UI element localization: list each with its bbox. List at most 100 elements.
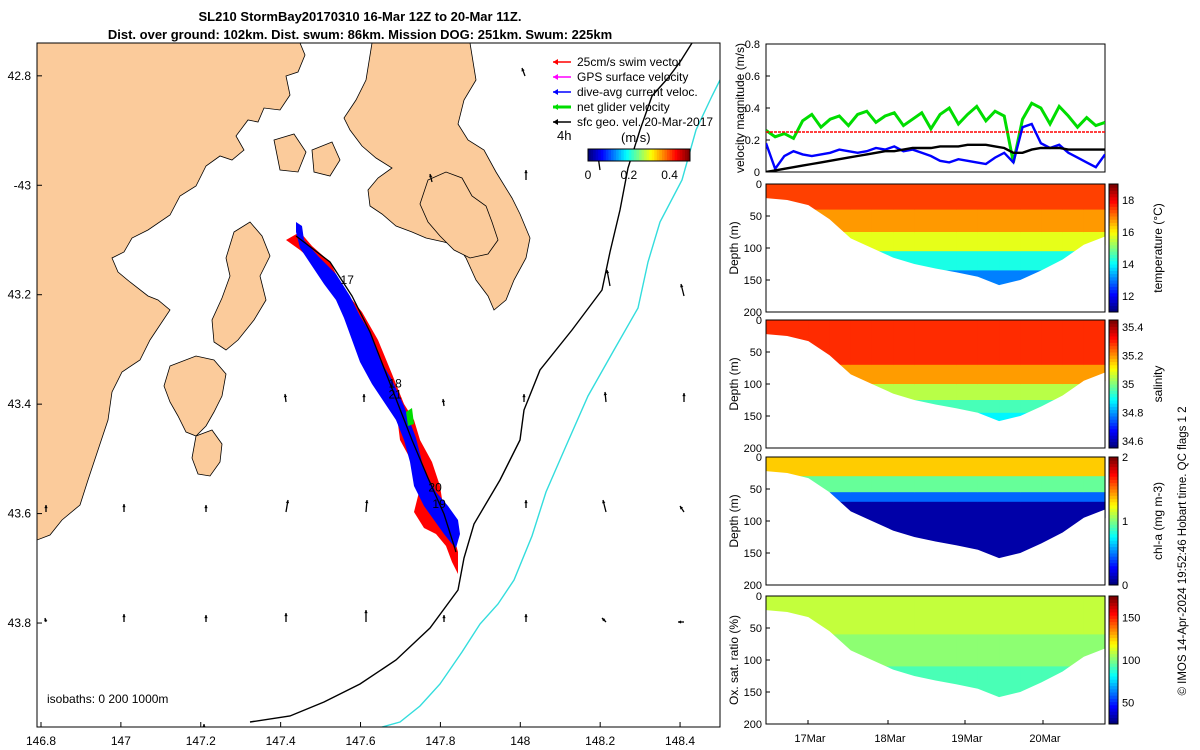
section-colorbar-cell — [1109, 187, 1118, 191]
colorbar-cell — [623, 149, 627, 161]
seafloor-mask — [766, 471, 1105, 585]
section-cell — [871, 364, 894, 385]
section-cell — [956, 251, 979, 271]
sfc-geo-vector-field — [44, 67, 686, 727]
section-colorbar-cell — [1109, 517, 1118, 522]
section-colorbar-tick-label: 35 — [1122, 379, 1134, 391]
section-cell — [914, 476, 937, 493]
colorbar-cell — [628, 149, 632, 161]
chart-subtitle: Dist. over ground: 102km. Dist. swum: 86… — [107, 27, 613, 42]
section-colorbar-cell — [1109, 676, 1118, 680]
sfc-geo-vector-head — [524, 500, 528, 504]
section-y-tick-label: 150 — [744, 687, 762, 699]
section-colorbar-cell — [1109, 663, 1118, 667]
section-cell — [1041, 184, 1064, 210]
colorbar-cell — [649, 149, 653, 161]
section-colorbar-cell — [1109, 714, 1118, 719]
section-cell — [977, 251, 1000, 271]
map-axes: 146.8 147 147.2 147.4 147.6 147.8 148 148.2 148.… — [8, 69, 696, 748]
section-cell — [808, 184, 831, 210]
section-colorbar-cell — [1109, 270, 1118, 275]
section-y-tick-label: 200 — [744, 307, 762, 319]
colorbar-cell — [608, 149, 612, 161]
section-colorbar-cell — [1109, 196, 1118, 201]
section-cell — [1020, 501, 1043, 554]
section-colorbar-cell — [1109, 355, 1118, 359]
section-cell — [1020, 457, 1043, 477]
map-frame — [36, 42, 721, 728]
section-cell — [1041, 232, 1064, 252]
legend-swatch-head — [553, 104, 558, 110]
legend-swatch-head — [553, 89, 558, 95]
sfc-geo-vector-head — [680, 506, 684, 510]
section-colorbar-cell — [1109, 608, 1118, 613]
section-colorbar-cell — [1109, 235, 1118, 239]
section-colorbar-cell — [1109, 257, 1118, 262]
section-cell — [956, 384, 979, 401]
colorbar-tick-label: 0 — [585, 168, 592, 182]
section-colorbar-cell — [1109, 412, 1118, 417]
land-bruny-north — [163, 355, 227, 437]
sfc-geo-vector-head — [202, 724, 206, 727]
section-colorbar-cell — [1109, 546, 1118, 551]
colorbar-cell — [667, 149, 671, 161]
sfc-geo-vector-head — [44, 505, 48, 509]
section-colorbar-cell — [1109, 527, 1118, 532]
section-colorbar-cell — [1109, 209, 1118, 214]
day-label: 19 — [432, 497, 446, 511]
section-cell — [1083, 209, 1106, 233]
section-colorbar-tick-label: 12 — [1122, 291, 1134, 303]
section-cell — [1083, 457, 1106, 477]
land-islet — [311, 141, 341, 177]
colorbar-cell — [595, 149, 599, 161]
section-colorbar-cell — [1109, 501, 1118, 506]
section-colorbar-cell — [1109, 596, 1118, 600]
section-y-tick-label: 0 — [756, 179, 762, 191]
colorbar-frame — [587, 148, 691, 162]
map-y-tick-label: 42.8 — [8, 69, 32, 83]
colorbar-tick-label: 0.2 — [620, 168, 637, 182]
section-panel: 0 50 100 150 200 Depth (m) 0 1 2 chl-a (mg m-3) — [727, 452, 1165, 592]
section-cell — [914, 596, 937, 635]
section-cell — [914, 384, 937, 401]
section-cell — [1020, 251, 1043, 271]
land-bruny-south — [191, 429, 223, 477]
map-y-tick-label: -43 — [14, 178, 32, 192]
section-colorbar-cell — [1109, 184, 1118, 188]
section-cell — [914, 209, 937, 233]
section-colorbar-cell — [1109, 460, 1118, 464]
section-colorbar-cell — [1109, 302, 1118, 307]
section-colorbar-frame — [1108, 319, 1119, 449]
section-colorbar-cell — [1109, 387, 1118, 391]
colorbar-cell — [633, 149, 637, 161]
sfc-geo-vector-head — [44, 618, 48, 622]
section-colorbar-cell — [1109, 432, 1118, 436]
colorbar-tick-label: 0.4 — [661, 168, 678, 182]
section-colorbar-cell — [1109, 416, 1118, 420]
section-colorbar-cell — [1109, 352, 1118, 356]
section-colorbar-cell — [1109, 505, 1118, 509]
section-cell — [999, 364, 1021, 385]
section-colorbar-cell — [1109, 292, 1118, 297]
section-colorbar-cell — [1109, 374, 1118, 379]
section-cell — [977, 384, 1000, 401]
section-colorbar-cell — [1109, 701, 1118, 706]
section-colorbar-cell — [1109, 492, 1118, 496]
legend-swatch-head — [553, 59, 558, 65]
map-x-tick-label: 148.4 — [665, 734, 695, 748]
section-colorbar-cell — [1109, 320, 1118, 324]
speed-colorbar: 4h (m/s) 0 0.2 0.4 — [557, 128, 691, 182]
section-y-label: Depth (m) — [727, 221, 741, 274]
section-colorbar-cell — [1109, 339, 1118, 343]
section-panel: 0 50 100 150 200 Ox. sat. ratio (%) 50 100 150 — [727, 591, 1140, 731]
sfc-geo-vector-head — [364, 610, 368, 614]
colorbar-cell — [669, 149, 673, 161]
section-colorbar-cell — [1109, 444, 1118, 449]
day-label: 20 — [428, 481, 442, 495]
section-colorbar-label: chl-a (mg m-3) — [1151, 482, 1165, 560]
section-colorbar-cell — [1109, 200, 1118, 204]
section-colorbar-tick-label: 34.8 — [1122, 407, 1143, 419]
sfc-geo-vector-head — [524, 614, 528, 618]
colorbar-cell — [664, 149, 668, 161]
